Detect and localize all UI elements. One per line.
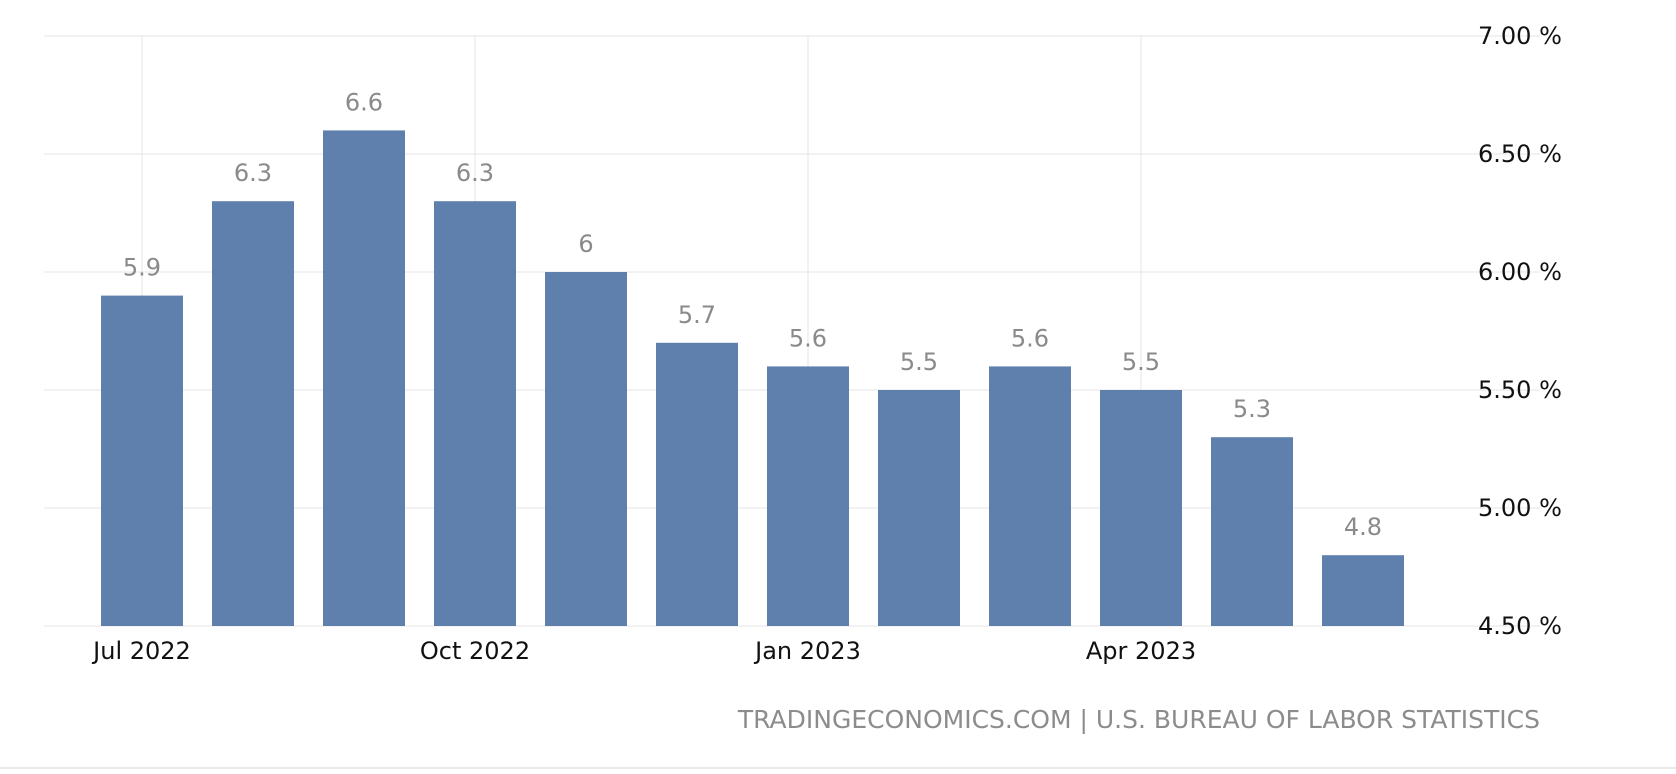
bar-value-label: 5.3 [1233, 395, 1271, 423]
x-tick-label: Jan 2023 [753, 637, 861, 665]
y-tick-label: 4.50 % [1478, 612, 1562, 640]
bar-value-label: 6 [578, 230, 593, 258]
bar-value-label: 4.8 [1344, 513, 1382, 541]
y-tick-label: 6.50 % [1478, 140, 1562, 168]
x-tick-label: Apr 2023 [1086, 637, 1196, 665]
bar [212, 201, 294, 626]
bar [434, 201, 516, 626]
bar-value-label: 5.5 [900, 348, 938, 376]
bar [323, 130, 405, 626]
bar-value-label: 5.6 [789, 324, 827, 352]
bar-value-label: 5.6 [1011, 324, 1049, 352]
bar-value-label: 6.6 [345, 88, 383, 116]
y-axis-ticks: 4.50 % 5.00 % 5.50 % 6.00 % 6.50 % 7.00 % [1478, 22, 1562, 640]
bar [767, 366, 849, 626]
bar [878, 390, 960, 626]
bar [1211, 437, 1293, 626]
bar [1100, 390, 1182, 626]
data-labels: 5.9 6.3 6.6 6.3 6 5.7 5.6 5.5 5.6 5.5 5.3 4.8 [123, 88, 1382, 541]
bar [101, 295, 183, 626]
bar-value-label: 5.9 [123, 254, 161, 282]
y-tick-label: 5.00 % [1478, 494, 1562, 522]
x-tick-label: Oct 2022 [420, 637, 530, 665]
bar-value-label: 6.3 [456, 159, 494, 187]
x-axis-ticks: Jul 2022 Oct 2022 Jan 2023 Apr 2023 [91, 637, 1196, 665]
source-credit: TRADINGECONOMICS.COM | U.S. BUREAU OF LA… [737, 705, 1540, 734]
bar [545, 272, 627, 626]
y-tick-label: 6.00 % [1478, 258, 1562, 286]
bar-value-label: 6.3 [234, 159, 272, 187]
x-tick-label: Jul 2022 [91, 637, 191, 665]
bar-value-label: 5.5 [1122, 348, 1160, 376]
bar [656, 342, 738, 626]
bar [989, 366, 1071, 626]
bars [101, 130, 1404, 626]
bar-value-label: 5.7 [678, 301, 716, 329]
y-tick-label: 5.50 % [1478, 376, 1562, 404]
y-tick-label: 7.00 % [1478, 22, 1562, 50]
bar [1322, 555, 1404, 626]
